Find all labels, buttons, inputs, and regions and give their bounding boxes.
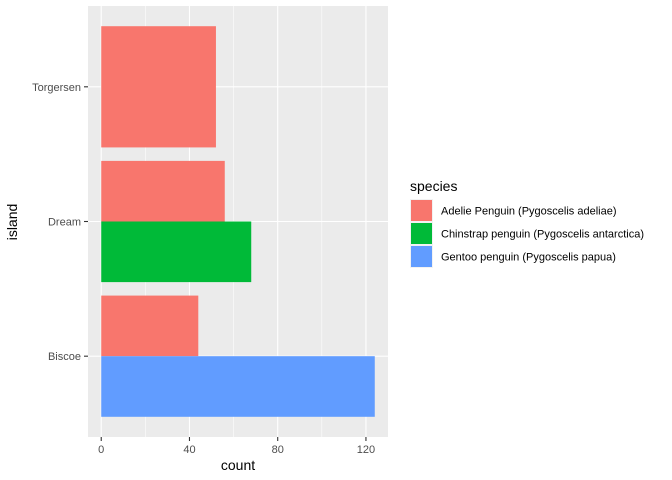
legend-swatch [411, 200, 432, 221]
x-tick-label: 80 [272, 444, 284, 456]
bars [101, 26, 375, 417]
legend-items: Adelie Penguin (Pygoscelis adeliae) Chins… [410, 199, 644, 268]
bar [101, 221, 252, 283]
x-tick-label: 0 [98, 444, 104, 456]
legend: species Adelie Penguin (Pygoscelis adeli… [410, 178, 644, 268]
x-axis: 0 40 80 120 [98, 437, 375, 456]
legend-swatch [411, 223, 432, 244]
bar [101, 356, 375, 417]
legend-label: Chinstrap penguin (Pygoscelis antarctica… [441, 229, 644, 241]
legend-label: Gentoo penguin (Pygoscelis papua) [441, 252, 616, 264]
x-axis-title: count [221, 457, 255, 473]
y-tick-label: Torgersen [32, 82, 81, 94]
bar [101, 295, 199, 357]
x-tick-label: 120 [357, 444, 375, 456]
y-axis-title: island [4, 204, 20, 241]
y-tick-label: Biscoe [48, 351, 81, 363]
bar [101, 26, 216, 148]
y-tick-label: Dream [48, 217, 81, 229]
legend-swatch [411, 246, 432, 267]
x-tick-label: 40 [183, 444, 195, 456]
bar [101, 160, 225, 222]
legend-title: species [410, 178, 457, 194]
y-axis: Biscoe Dream Torgersen [32, 82, 88, 363]
legend-label: Adelie Penguin (Pygoscelis adeliae) [441, 206, 617, 218]
